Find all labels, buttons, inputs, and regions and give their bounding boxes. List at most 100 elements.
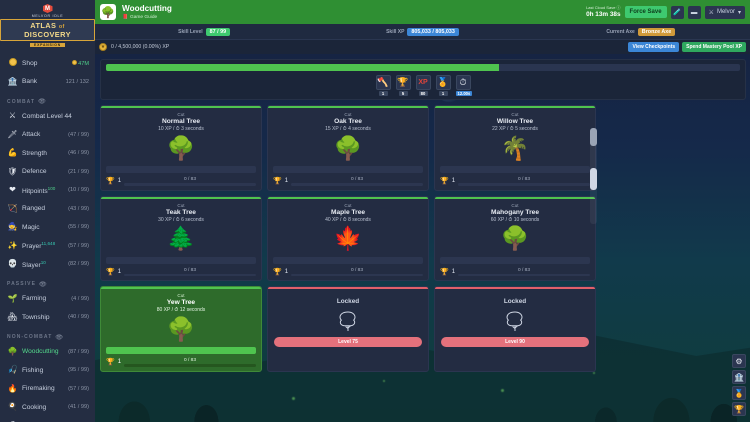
sidebar-item-value: (57 / 99): [68, 385, 89, 392]
minimize-icon[interactable]: ▬: [687, 5, 701, 19]
stat-trophy[interactable]: 🏆 5: [395, 75, 411, 96]
card-title: Normal Tree: [161, 118, 201, 125]
sidebar-item-woodcutting[interactable]: 🌳 Woodcutting (87 / 99): [0, 343, 95, 362]
tree-card-teak[interactable]: Cut Teak Tree 30 XP / ⏱ 6 seconds 🌲 🏆 1 …: [100, 195, 262, 281]
sidebar-item-value: (82 / 99): [68, 261, 89, 268]
trophy-icon: 🏆: [273, 268, 282, 276]
sidebar-item-cooking[interactable]: 🍳 Cooking (41 / 99): [0, 398, 95, 417]
tree-card-locked-75: Locked Level 75: [267, 286, 429, 372]
skill-level-label: Skill Level: [178, 28, 203, 35]
game-guide-link[interactable]: 📕 Game Guide: [122, 14, 158, 20]
sidebar-item-bank[interactable]: 🏦 Bank 121 / 132: [0, 73, 95, 92]
bank-icon[interactable]: 🏦: [732, 370, 746, 384]
logo-atlas: ATLAS: [30, 21, 57, 30]
locked-label: Locked: [336, 298, 360, 305]
tree-art-icon: 🌳: [166, 315, 196, 342]
tree-card-willow[interactable]: Cut Willow Tree 22 XP / ⏱ 5 seconds 🌴 🏆 …: [434, 105, 596, 191]
spend-mastery-pool-xp-button[interactable]: Spend Mastery Pool XP: [682, 42, 746, 52]
mastery-pool-strip: ★ 0 / 4,500,000 (0.00%) XP View Checkpoi…: [95, 40, 750, 54]
sidebar-section-noncombat-header: NON-COMBAT 👁: [7, 334, 65, 341]
force-save-button[interactable]: Force Save: [624, 6, 667, 18]
settings-gear-icon[interactable]: ⚙: [732, 354, 746, 368]
card-action-label: Cut: [177, 112, 185, 117]
info-icon[interactable]: ⓘ: [616, 5, 621, 11]
trophy-icon[interactable]: 🏆: [732, 402, 746, 416]
card-meta: 80 XP / ⏱ 12 seconds: [156, 307, 206, 313]
sidebar-item-farming[interactable]: 🌱 Farming (4 / 99): [0, 290, 95, 309]
mastery-progress: 0 / 83: [291, 268, 423, 276]
sidebar-item-value: (55 / 99): [68, 224, 89, 231]
xp-icon: XP: [415, 75, 431, 90]
sidebar-item-value: (21 / 99): [68, 168, 89, 175]
sidebar-item-ranged[interactable]: 🏹 Ranged (43 / 99): [0, 200, 95, 219]
skill-xp-cell: Skill XP 805,033 / 805,033: [313, 27, 531, 36]
sidebar-item-firemaking[interactable]: 🔥 Firemaking (57 / 99): [0, 380, 95, 399]
book-icon: 📕: [122, 14, 128, 20]
card-meta: 60 XP / ⏱ 10 seconds: [490, 216, 540, 223]
mastery-progress: 0 / 83: [124, 358, 256, 367]
sidebar-item-label: Shop: [22, 59, 38, 67]
content-area: 🪓 1 🏆 5 XP 80 🏅 1: [95, 54, 750, 372]
gold-trophy-icon[interactable]: 🏅: [732, 386, 746, 400]
sidebar-top-items: Shop 47M 🏦 Bank 121 / 132: [0, 54, 95, 91]
logo-expansion: EXPANSION: [30, 43, 65, 47]
sidebar-item-attack[interactable]: 🗡 Attack (47 / 99): [0, 126, 95, 145]
sidebar-item-strength[interactable]: 💪 Strength (46 / 99): [0, 144, 95, 163]
stat-timer[interactable]: ⏱ 12.00s: [455, 75, 473, 96]
sidebar-item-prayer[interactable]: ✨ Prayer11,648 (57 / 99): [0, 237, 95, 256]
sidebar-item-label: Fishing: [22, 366, 44, 374]
sidebar-item-slayer[interactable]: 💀 Slayer10 (82 / 99): [0, 255, 95, 274]
tree-card-normal[interactable]: Cut Normal Tree 10 XP / ⏱ 3 seconds 🌳 🏆 …: [100, 105, 262, 191]
user-menu-button[interactable]: ⚔ Melvor ▾: [704, 5, 745, 19]
card-title: Willow Tree: [496, 118, 534, 125]
stat-xp[interactable]: XP 80: [415, 75, 431, 96]
card-action-progress: [440, 166, 590, 173]
sidebar-item-label: Hitpoints100: [22, 185, 56, 195]
eye-icon[interactable]: 👁: [39, 281, 48, 288]
tree-card-mahogany[interactable]: Cut Mahogany Tree 60 XP / ⏱ 10 seconds 🌳…: [434, 195, 596, 281]
tree-card-oak[interactable]: Cut Oak Tree 15 XP / ⏱ 4 seconds 🌳 🏆 1 0…: [267, 105, 429, 191]
sidebar-item-combat-level[interactable]: ⚔ Combat Level 44: [0, 107, 95, 126]
sidebar-item-value: (10 / 99): [68, 187, 89, 194]
stat-icon-row: 🪓 1 🏆 5 XP 80 🏅 1: [106, 75, 740, 96]
ranged-icon: 🏹: [7, 203, 18, 213]
swords-icon: ⚔: [708, 9, 714, 16]
eye-icon[interactable]: 👁: [55, 334, 65, 341]
potion-icon[interactable]: 🧪: [670, 5, 684, 19]
hitpoints-icon: ❤: [9, 185, 16, 195]
scrollbar-thumb-upper[interactable]: [590, 128, 597, 146]
bank-icon: 🏦: [7, 76, 18, 86]
tree-card-maple[interactable]: Cut Maple Tree 40 XP / ⏱ 8 seconds 🍁 🏆 1…: [267, 195, 429, 281]
scrollbar-thumb-lower[interactable]: [590, 168, 597, 190]
sidebar-item-fishing[interactable]: 🎣 Fishing (95 / 99): [0, 361, 95, 380]
card-action-label: Cut: [344, 112, 352, 117]
stat-trophy-caption: 5: [398, 91, 408, 96]
game-logo: MELVOR IDLE ATLAS of DISCOVERY EXPANSION: [0, 0, 95, 54]
view-checkpoints-button[interactable]: View Checkpoints: [628, 42, 680, 52]
stat-axe-caption: 1: [378, 91, 388, 96]
sidebar-item-township[interactable]: 🏘 Township (40 / 99): [0, 308, 95, 327]
tree-card-yew[interactable]: Cut Yew Tree 80 XP / ⏱ 12 seconds 🌳 🏆 1 …: [100, 286, 262, 372]
sidebar-item-label: Firemaking: [22, 385, 55, 393]
stat-mastery[interactable]: 🏅 1: [435, 75, 451, 96]
trophy-icon: 🏆: [106, 268, 115, 276]
mastery-level: 1: [117, 359, 122, 366]
eye-icon[interactable]: 👁: [38, 99, 47, 105]
prayer-icon: ✨: [7, 240, 18, 250]
sidebar-item-shop[interactable]: Shop 47M: [0, 54, 95, 73]
card-action-progress: [106, 347, 256, 354]
card-title: Yew Tree: [166, 299, 196, 306]
sidebar-item-label: Ranged: [22, 205, 46, 213]
sidebar-item-magic[interactable]: 🧙 Magic (55 / 99): [0, 218, 95, 237]
sidebar-item-defence[interactable]: 🛡 Defence (21 / 99): [0, 163, 95, 182]
stat-axe[interactable]: 🪓 1: [375, 75, 391, 96]
cooking-icon: 🍳: [7, 402, 18, 412]
sidebar-item-value: (40 / 99): [68, 314, 89, 321]
mastery-progress: 0 / 83: [124, 268, 256, 276]
skill-xp-value: 805,033 / 805,033: [407, 27, 459, 36]
skill-level-cell: Skill Level 87 / 99: [95, 27, 313, 36]
sidebar-item-hitpoints[interactable]: ❤ Hitpoints100 (10 / 99): [0, 181, 95, 200]
card-action-progress: [106, 256, 256, 264]
sidebar-item-mining[interactable]: ⛏ Mining (71 / 99): [0, 417, 95, 422]
sidebar-item-label: Attack: [22, 131, 41, 139]
